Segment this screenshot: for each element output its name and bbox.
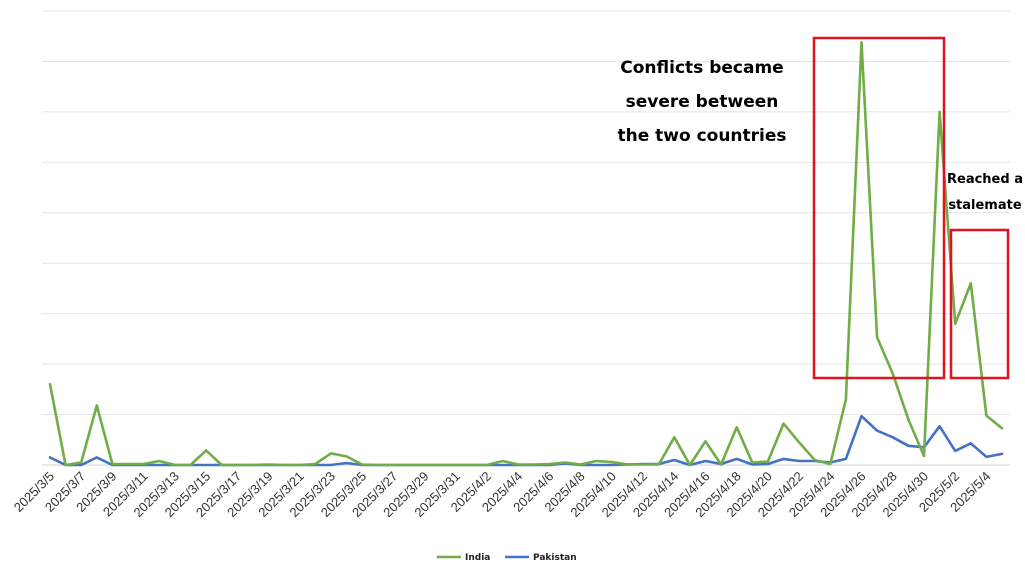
legend-label: India: [465, 553, 490, 563]
annotation-stalemate-line: stalemate: [948, 198, 1022, 213]
series-line-india: [48, 40, 1004, 467]
legend-item-india: India: [437, 553, 490, 563]
legend: India Pakistan: [437, 553, 577, 563]
highlight-box-conflict: [812, 36, 946, 380]
annotations: Conflicts became severe between the two co…: [617, 58, 1023, 213]
annotation-conflict-line: severe between: [626, 92, 779, 112]
annotation-conflict-line: Conflicts became: [620, 58, 783, 78]
gridlines: [42, 10, 1010, 466]
annotation-stalemate-line: Reached a: [947, 172, 1023, 187]
highlight-boxes: [812, 36, 1010, 380]
series-line-pakistan: [48, 414, 1004, 467]
highlight-box-stalemate: [949, 228, 1010, 380]
annotation-conflict-line: the two countries: [617, 126, 786, 146]
legend-label: Pakistan: [533, 553, 577, 563]
x-axis-tick-labels: 2025/3/52025/3/72025/3/92025/3/112025/3/…: [11, 469, 994, 521]
series-lines: [48, 40, 1004, 467]
legend-item-pakistan: Pakistan: [505, 553, 577, 563]
